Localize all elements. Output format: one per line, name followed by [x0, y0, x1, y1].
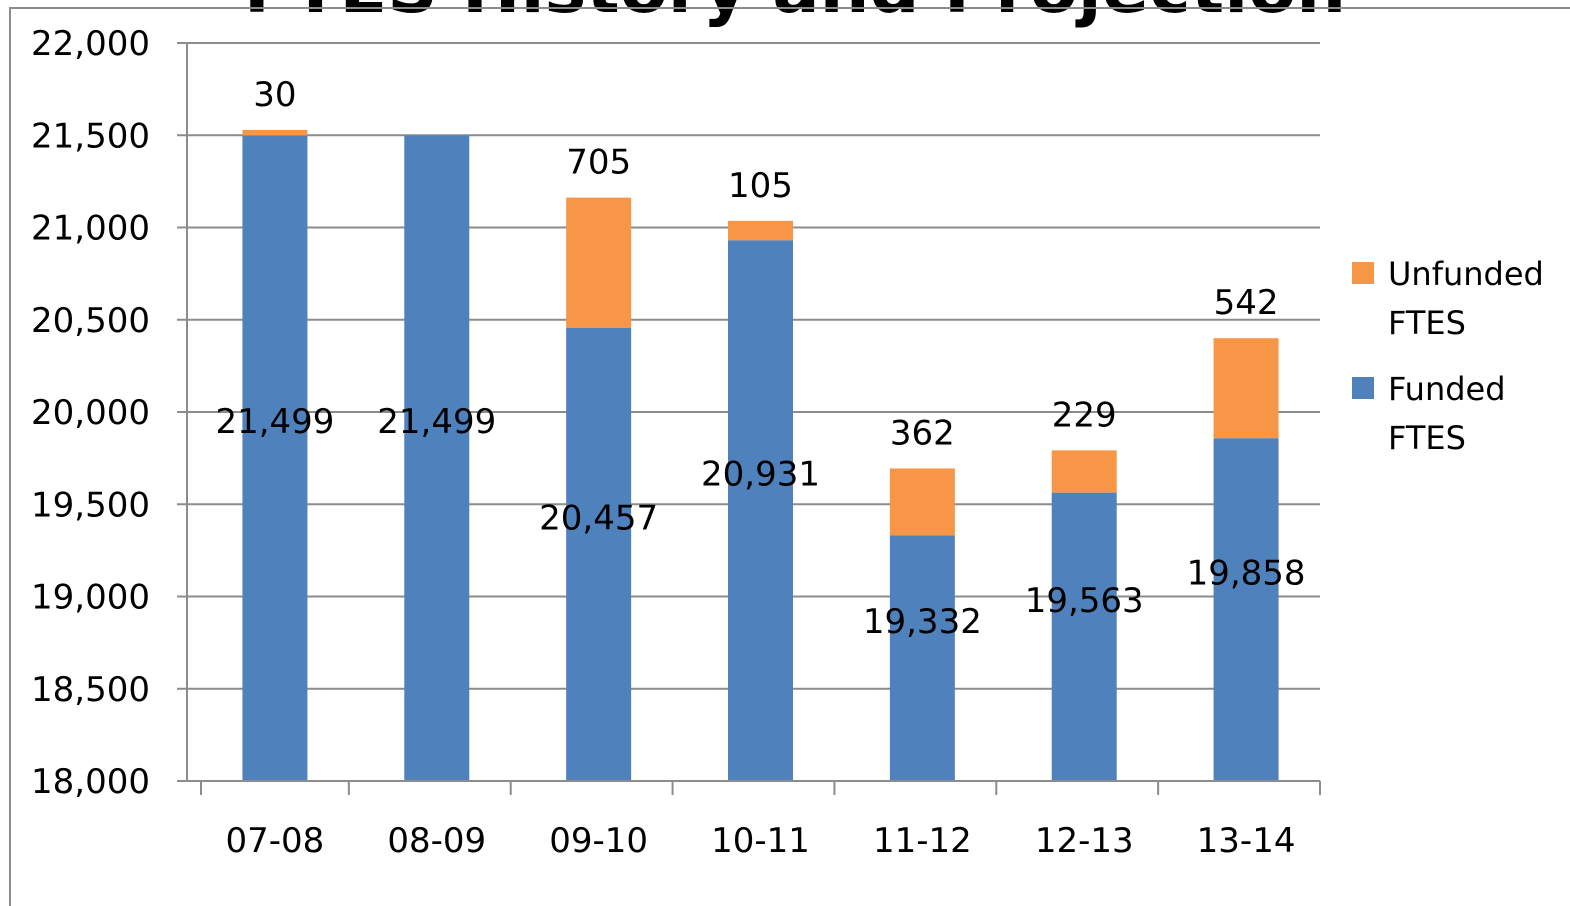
- bar-funded-ftes: [242, 135, 308, 781]
- bar-unfunded-ftes: [1051, 450, 1117, 493]
- bar-funded-ftes: [1051, 492, 1117, 781]
- y-tick-label: 20,000: [31, 393, 150, 433]
- legend-label-funded-line1: Funded: [1388, 370, 1506, 408]
- data-label-funded: 21,499: [215, 402, 334, 442]
- bar-funded-ftes: [404, 135, 470, 781]
- data-label-unfunded: 362: [890, 413, 955, 453]
- data-label-funded: 19,332: [863, 602, 982, 642]
- legend-swatch-funded: [1352, 377, 1374, 399]
- data-label-unfunded: 705: [566, 143, 631, 183]
- legend-label-funded-line2: FTES: [1388, 419, 1466, 457]
- bar-funded-ftes: [889, 535, 955, 781]
- data-label-unfunded: 542: [1214, 283, 1279, 323]
- y-tick-label: 19,500: [31, 485, 150, 525]
- y-tick-label: 21,000: [31, 209, 150, 249]
- bar-unfunded-ftes: [728, 220, 793, 241]
- bar-unfunded-ftes: [1213, 338, 1279, 439]
- y-tick-label: 18,500: [31, 670, 150, 710]
- data-label-funded: 19,858: [1187, 554, 1306, 594]
- chart-area-border: [9, 7, 1570, 906]
- data-label-unfunded: 30: [253, 75, 296, 115]
- data-label-funded: 20,457: [539, 498, 658, 538]
- bar-unfunded-ftes: [889, 468, 955, 536]
- bar-unfunded-ftes: [242, 129, 308, 136]
- y-tick-label: 21,500: [31, 116, 150, 156]
- y-tick-label: 20,500: [31, 301, 150, 341]
- chart-axes: [177, 42, 1321, 795]
- legend-label-unfunded-line1: Unfunded: [1388, 255, 1544, 293]
- y-tick-label: 22,000: [31, 24, 150, 64]
- x-tick-label: 07-08: [226, 821, 325, 861]
- y-tick-label: 18,000: [31, 762, 150, 802]
- y-axis-tick-labels: 18,000 18,500 19,000 19,500 20,000 20,500 21,0…: [31, 24, 150, 802]
- data-label-funded: 21,499: [377, 402, 496, 442]
- data-label-funded: 20,931: [701, 455, 820, 495]
- x-tick-label: 11-12: [873, 821, 972, 861]
- data-label-unfunded: 105: [728, 166, 793, 206]
- bar-funded-ftes: [728, 240, 793, 782]
- bar-funded-ftes: [566, 327, 632, 781]
- data-label-unfunded: 229: [1052, 395, 1117, 435]
- data-labels: 21,499 30 21,499 20,457 705 20,931 105 19,332 36…: [215, 75, 1305, 642]
- x-axis-tick-labels: 07-08 08-09 09-10 10-11 11-12 12-13 13-14: [226, 821, 1296, 861]
- y-tick-label: 19,000: [31, 578, 150, 618]
- x-tick-label: 13-14: [1197, 821, 1296, 861]
- legend-label-unfunded-line2: FTES: [1388, 304, 1466, 342]
- x-tick-label: 08-09: [387, 821, 486, 861]
- data-label-funded: 19,563: [1025, 581, 1144, 621]
- bar-funded-ftes: [1213, 438, 1279, 781]
- x-tick-label: 12-13: [1035, 821, 1134, 861]
- bar-unfunded-ftes: [566, 197, 632, 328]
- chart-title: FTES History and Projection: [244, 0, 1346, 29]
- legend-swatch-unfunded: [1352, 262, 1374, 284]
- bar-series: [242, 129, 1279, 782]
- legend: Unfunded FTES Funded FTES: [1352, 255, 1544, 457]
- x-tick-label: 09-10: [549, 821, 648, 861]
- x-tick-label: 10-11: [711, 821, 810, 861]
